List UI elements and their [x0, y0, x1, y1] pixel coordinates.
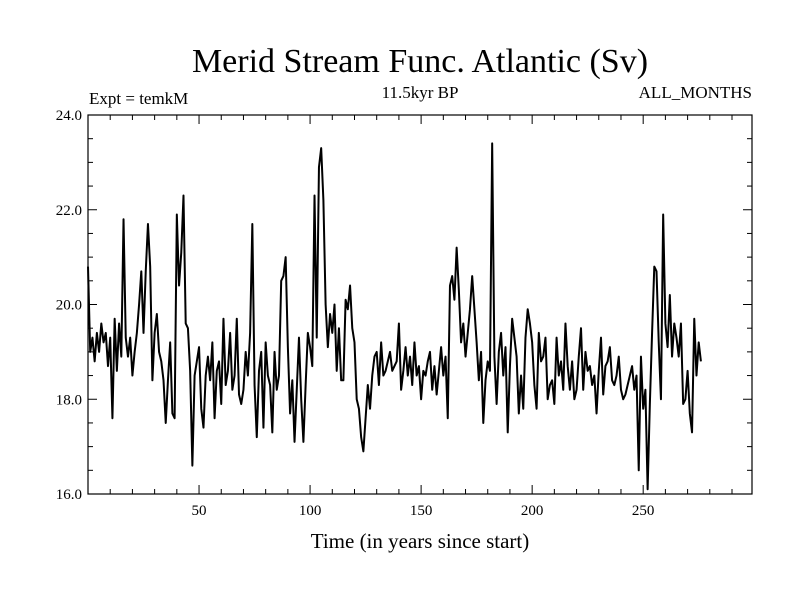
- chart-title: Merid Stream Func. Atlantic (Sv): [192, 43, 648, 80]
- y-tick-label: 18.0: [56, 392, 82, 408]
- x-tick-label: 250: [632, 503, 655, 519]
- axis-ticks: [88, 114, 752, 495]
- y-tick-label: 24.0: [56, 108, 82, 124]
- plot-frame: [87, 114, 753, 495]
- y-tick-label: 20.0: [56, 298, 82, 314]
- y-tick-label: 16.0: [56, 487, 82, 503]
- x-axis-label: Time (in years since start): [311, 529, 530, 553]
- experiment-label: Expt = temkM: [89, 89, 188, 108]
- chart-subtitle: 11.5kyr BP: [382, 83, 459, 102]
- x-tick-label: 150: [410, 503, 433, 519]
- x-tick-label: 50: [192, 503, 207, 519]
- series-line: [87, 142, 702, 491]
- y-tick-label: 22.0: [56, 203, 82, 219]
- x-tick-label: 100: [299, 503, 322, 519]
- months-label: ALL_MONTHS: [639, 83, 752, 102]
- axis-tick-labels: 50 100 150 200 250 16.0 18.0 20.0 22.0 24.0: [56, 108, 655, 519]
- x-tick-label: 200: [521, 503, 544, 519]
